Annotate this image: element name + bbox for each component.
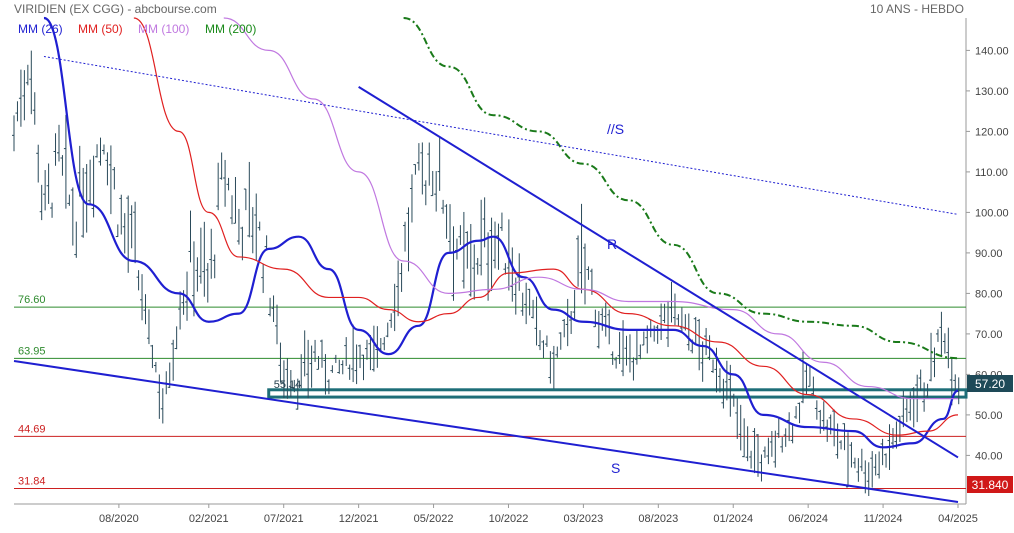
chart-title: VIRIDIEN (EX CGG) - abcbourse.com bbox=[14, 2, 217, 16]
support-label: S bbox=[611, 460, 620, 476]
x-tick-label: 07/2021 bbox=[264, 513, 304, 525]
y-tick-label: 130.00 bbox=[975, 86, 1009, 98]
trendline-0 bbox=[43, 55, 959, 215]
y-axis: 40.0050.0060.0070.0080.0090.00100.00110.… bbox=[966, 45, 1009, 462]
x-tick-label: 01/2024 bbox=[713, 513, 753, 525]
level-label-3: 31.84 bbox=[18, 475, 46, 487]
y-tick-label: 100.00 bbox=[975, 207, 1009, 219]
x-tick-label: 02/2021 bbox=[189, 513, 229, 525]
moving-average-100 bbox=[223, 17, 958, 400]
x-tick-label: 11/2024 bbox=[864, 513, 903, 525]
level-price-badge: 31.840 bbox=[967, 476, 1013, 493]
last-price-value: 57.20 bbox=[975, 377, 1005, 391]
level-label-2: 44.69 bbox=[18, 423, 46, 435]
legend-mm100: MM (100) bbox=[138, 22, 189, 36]
last-price-badge: 57.20 bbox=[967, 375, 1013, 392]
y-tick-label: 120.00 bbox=[975, 126, 1009, 138]
x-tick-label: 12/2021 bbox=[339, 513, 379, 525]
support-zone-band bbox=[267, 388, 968, 399]
trendline-2 bbox=[13, 360, 959, 503]
moving-average-26 bbox=[43, 16, 959, 449]
trendlines bbox=[13, 55, 959, 503]
moving-average-200 bbox=[403, 17, 959, 360]
moving-average-50 bbox=[133, 17, 959, 436]
level-price-value: 31.840 bbox=[972, 478, 1009, 492]
resistance-label: R bbox=[607, 236, 617, 252]
y-tick-label: 140.00 bbox=[975, 45, 1009, 57]
x-tick-label: 08/2020 bbox=[99, 513, 139, 525]
y-tick-label: 70.00 bbox=[975, 329, 1003, 341]
legend-mm26: MM (26) bbox=[18, 22, 63, 36]
chart-period: 10 ANS - HEBDO bbox=[870, 2, 964, 16]
y-tick-label: 50.00 bbox=[975, 410, 1003, 422]
y-tick-label: 110.00 bbox=[975, 167, 1008, 179]
moving-averages bbox=[43, 16, 959, 449]
level-label-1: 63.95 bbox=[18, 345, 46, 357]
level-label-0: 76.60 bbox=[18, 294, 46, 306]
trendline-1 bbox=[358, 85, 959, 459]
x-tick-label: 05/2022 bbox=[414, 513, 454, 525]
x-tick-label: 06/2024 bbox=[788, 513, 828, 525]
y-tick-label: 80.00 bbox=[975, 288, 1003, 300]
support-zone: 55.14 bbox=[267, 379, 968, 399]
x-tick-label: 03/2023 bbox=[564, 513, 604, 525]
horizontal-levels: 76.60 63.95 44.69 31.84 bbox=[14, 294, 966, 489]
x-tick-label: 10/2022 bbox=[489, 513, 529, 525]
y-tick-label: 40.00 bbox=[975, 450, 1003, 462]
x-axis: 08/2020 02/2021 07/2021 12/2021 05/2022 10/20… bbox=[99, 504, 978, 525]
x-tick-label: 04/2025 bbox=[938, 513, 978, 525]
legend-mm50: MM (50) bbox=[78, 22, 123, 36]
x-tick-label: 08/2023 bbox=[638, 513, 678, 525]
y-tick-label: 90.00 bbox=[975, 248, 1003, 260]
legend-mm200: MM (200) bbox=[205, 22, 256, 36]
parallel-s-label: //S bbox=[607, 121, 624, 137]
